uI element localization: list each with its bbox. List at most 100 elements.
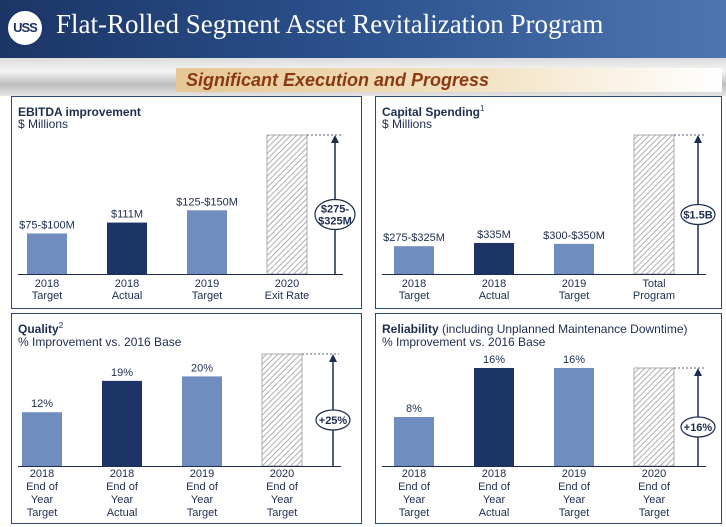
panel-title: Quality2 [18,318,63,337]
panel-title: Reliability (including Unplanned Mainten… [382,318,688,337]
category-label: Target [267,507,298,519]
category-label: Target [559,507,590,519]
data-label: $75-$100M [19,219,75,231]
target-oval [680,416,716,438]
arrow-head [331,135,339,143]
data-label: $111M [111,209,143,221]
category-label: Total [642,278,665,290]
quality-panel: Quality2 % Improvement vs. 2016 Base 12%… [11,313,362,524]
target-label: $325M [318,216,352,228]
category-label: 2020 [642,468,666,480]
bar [266,134,308,275]
category-label: 2018 [110,468,134,480]
category-label: Target [639,507,670,519]
target-label: +25% [319,415,348,427]
category-label: 2018 [402,468,426,480]
data-label: 8% [406,403,422,415]
category-label: Year [563,494,586,506]
panel-subtitle: % Improvement vs. 2016 Base [18,335,182,349]
target-label: $275- [321,204,349,216]
bar [633,367,675,467]
bar [554,243,594,274]
bar [394,246,434,274]
target-oval [680,203,716,226]
category-label: Target [187,507,218,519]
category-label: Year [483,494,506,506]
page-title: Flat-Rolled Segment Asset Revitalization… [56,9,604,39]
bar [474,242,514,274]
category-label: Actual [479,507,510,519]
bar [102,380,142,466]
bar [554,368,594,466]
category-label: 2019 [190,468,214,480]
category-label: 2018 [30,468,54,480]
panel-title: Capital Spending1 [382,101,484,120]
arrow-head [694,368,702,376]
uss-logo: USS [6,9,44,47]
arrow-head [329,354,337,362]
target-oval [315,409,351,431]
category-label: Year [643,494,666,506]
category-label: Year [31,494,54,506]
category-label: Year [403,494,426,506]
bar [394,417,434,466]
category-label: End of [478,481,511,493]
category-label: Target [559,290,590,302]
category-label: Year [111,494,134,506]
page-subtitle: Significant Execution and Progress [186,70,490,90]
panel-title-main: Reliability [382,322,439,336]
category-label: 2018 [402,278,426,290]
panel-title-main: Quality [18,322,59,336]
data-label: 16% [483,354,505,366]
bar [633,134,675,275]
bar [261,353,303,467]
category-label: Target [399,507,430,519]
capital-spending-chart: $275-$325M2018Target$335M2018Actual$300-… [382,134,716,302]
target-label: $1.5B [683,210,712,222]
panel-subtitle: % Improvement vs. 2016 Base [382,335,546,349]
category-label: Exit Rate [265,290,310,302]
category-label: 2019 [562,468,586,480]
category-label: 2018 [115,278,139,290]
category-label: 2018 [35,278,59,290]
bar [107,222,147,274]
category-label: Year [271,494,294,506]
category-label: 2020 [275,278,299,290]
bar [474,368,514,466]
panel-title-superscript: 1 [480,104,485,113]
bar [27,233,67,274]
ebitda-panel: EBITDA improvement $ Millions $75-$100M 2… [11,96,362,309]
category-label: End of [558,481,591,493]
bar [22,412,62,466]
arrow-head [694,135,702,143]
category-label: 2020 [270,468,294,480]
data-label: 12% [31,398,53,410]
panel-title-main: Capital Spending [382,105,481,119]
capital-spending-panel: Capital Spending1 $ Millions $275-$325M 2… [375,96,722,309]
category-label: End of [638,481,671,493]
panel-title: EBITDA improvement [18,101,141,120]
panel-title-superscript: 2 [58,321,64,330]
panel-subtitle: $ Millions [18,117,69,131]
category-label: Actual [479,290,510,302]
panel-title-main: EBITDA improvement [18,105,141,119]
data-label: $300-$350M [543,230,605,242]
logo-text: USS [13,20,38,35]
reliability-panel: Reliability (including Unplanned Mainten… [375,313,722,524]
panel-subtitle: $ Millions [382,117,433,131]
category-label: 2019 [562,278,586,290]
data-label: 20% [191,362,213,374]
target-oval [314,198,356,231]
bar [187,210,227,274]
data-label: $335M [477,229,511,241]
target-label: +16% [684,422,713,434]
category-label: Target [399,290,430,302]
data-label: $125-$150M [176,196,238,208]
data-label: $275-$325M [383,232,445,244]
category-label: Year [191,494,214,506]
subtitle-bar [176,68,722,92]
category-label: 2018 [482,278,506,290]
header-banner [0,0,726,58]
